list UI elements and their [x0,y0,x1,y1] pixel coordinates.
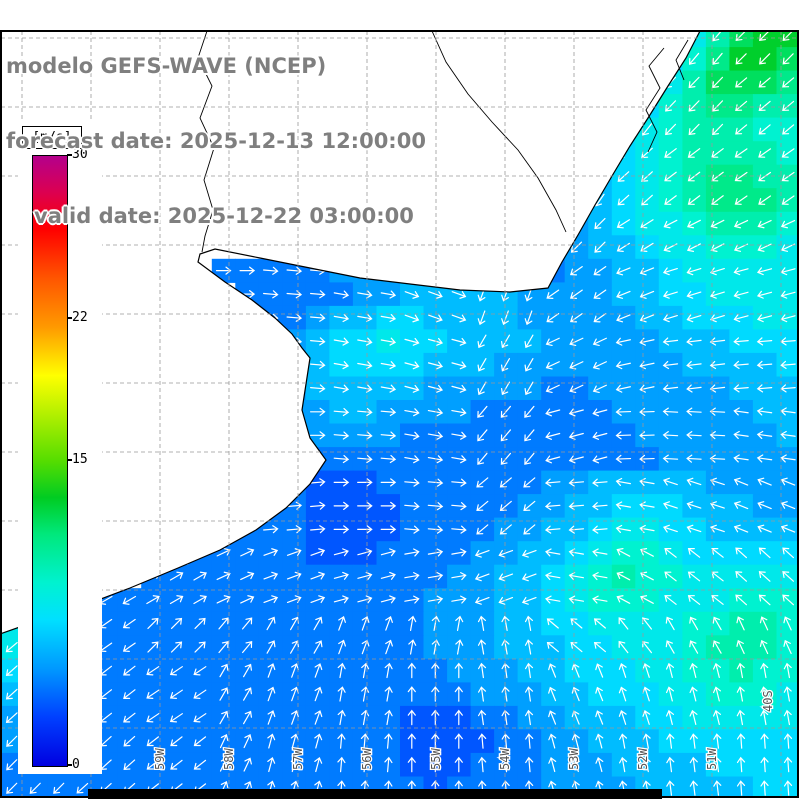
colorbar-tick-30: 30 [72,147,88,162]
longitude-label: 55W [429,748,443,770]
colorbar-tick-22: 22 [72,309,88,325]
colorbar-tick-mark [67,459,72,461]
model-title: modelo GEFS-WAVE (NCEP) [6,54,327,78]
country-border-line [645,47,665,153]
colorbar-tick-15: 15 [72,452,88,467]
longitude-label: 53W [567,748,581,770]
colorbar-unit-label: [m/s] [22,126,82,149]
country-border-line [197,31,215,253]
country-border-line [675,39,689,81]
longitude-label: 58W [222,748,236,770]
colorbar: [m/s] 30 22 15 0 [18,122,102,774]
forecast-date-label: forecast date: 2025-12-13 12:00:00 [6,129,426,153]
bottom-axis-bar [88,789,662,799]
longitude-label: 54W [498,748,512,770]
colorbar-tick-0: 0 [72,757,80,772]
colorbar-tick-mark [67,316,72,319]
valid-date-label: valid date: 2025-12-22 03:00:00 [34,204,414,228]
colorbar-gradient [32,155,68,767]
title-block: modelo GEFS-WAVE (NCEP) forecast date: 2… [6,4,426,279]
colorbar-tick-mark [67,764,72,766]
longitude-label: 57W [291,748,305,770]
land-coastline [1,31,701,635]
colorbar-tick-mark [67,154,72,156]
longitude-label: 56W [360,748,374,770]
colorbar-tick-labels: 30 22 15 0 [18,122,102,774]
longitude-label: 51W [705,748,719,770]
longitude-label: 59W [153,748,167,770]
longitude-label: 52W [636,748,650,770]
latitude-label: 40S [761,690,775,712]
graticule-grid [1,31,798,797]
